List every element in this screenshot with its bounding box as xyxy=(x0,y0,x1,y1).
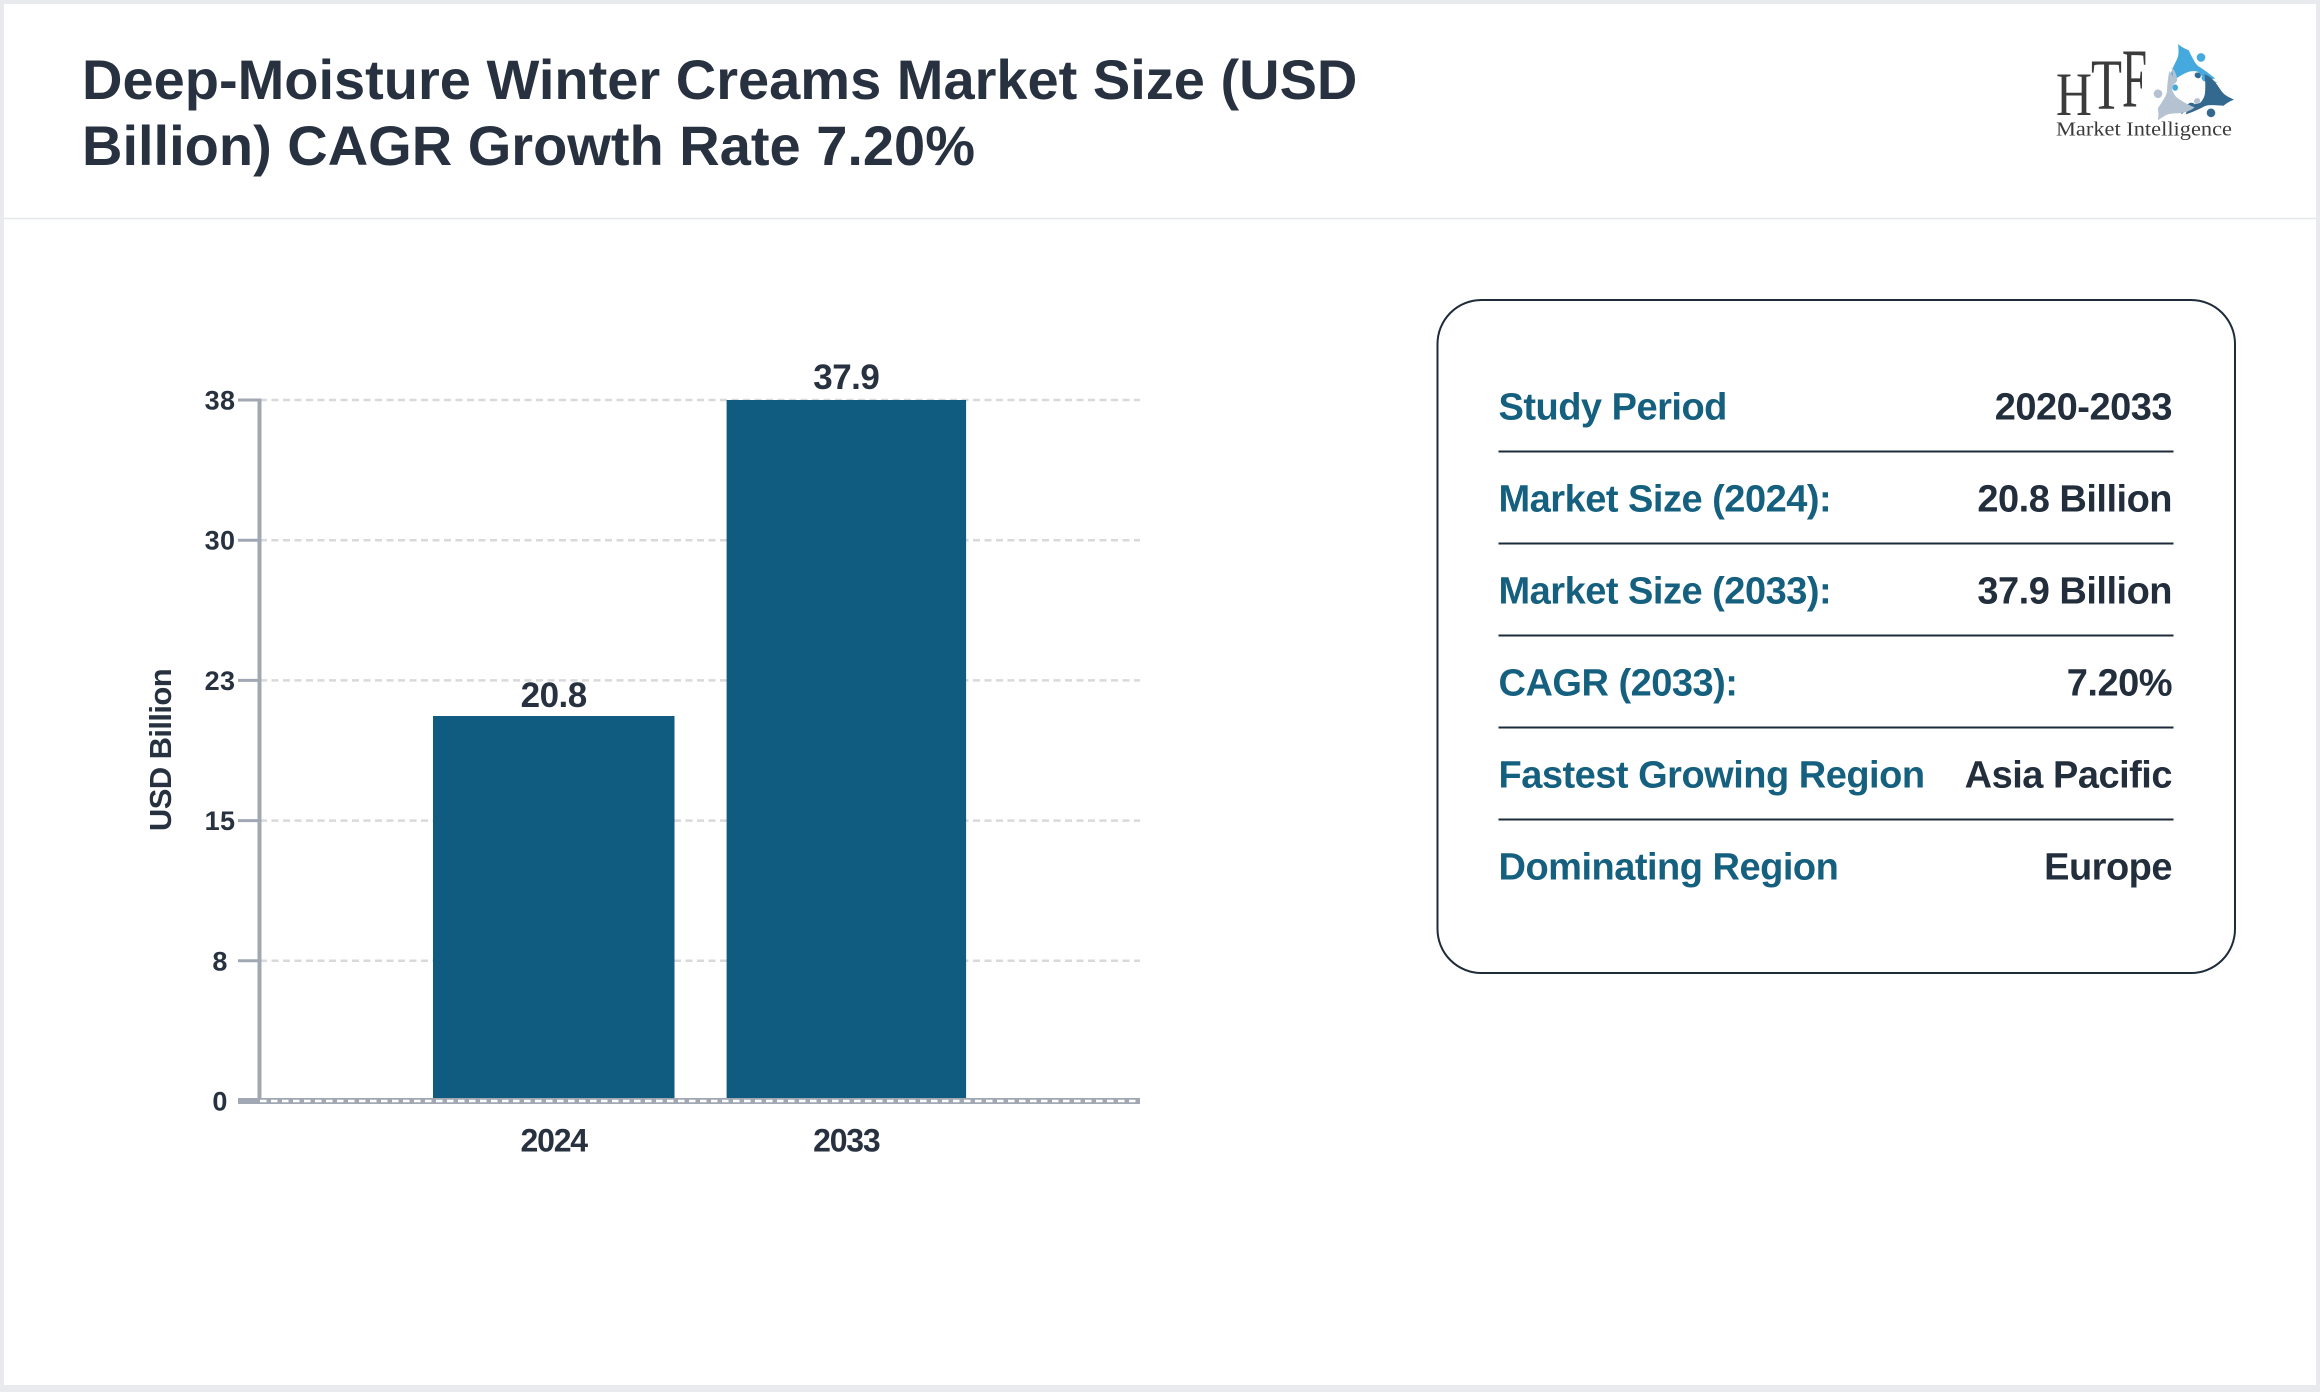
svg-text:20.8 Billion: 20.8 Billion xyxy=(1977,478,2172,520)
svg-text:7.20%: 7.20% xyxy=(2067,662,2172,704)
svg-text:Asia Pacific: Asia Pacific xyxy=(1965,754,2173,796)
svg-text:30: 30 xyxy=(205,526,236,556)
svg-text:Market Intelligence: Market Intelligence xyxy=(2056,119,2232,141)
svg-text:Fastest Growing Region: Fastest Growing Region xyxy=(1499,754,1925,796)
svg-text:H: H xyxy=(2056,62,2092,129)
svg-text:8: 8 xyxy=(212,946,227,976)
svg-text:38: 38 xyxy=(205,386,236,416)
svg-text:Deep-Moisture Winter Creams Ma: Deep-Moisture Winter Creams Market Size … xyxy=(82,48,1357,111)
svg-text:Study Period: Study Period xyxy=(1499,386,1727,428)
svg-text:37.9: 37.9 xyxy=(813,358,879,397)
svg-text:0: 0 xyxy=(212,1087,227,1117)
svg-text:15: 15 xyxy=(205,806,236,836)
svg-text:Market Size (2024):: Market Size (2024): xyxy=(1499,478,1832,520)
svg-text:2020-2033: 2020-2033 xyxy=(1995,386,2172,428)
svg-text:Market Size (2033):: Market Size (2033): xyxy=(1499,570,1832,612)
svg-text:Billion) CAGR Growth Rate 7.20: Billion) CAGR Growth Rate 7.20% xyxy=(82,114,975,177)
svg-text:Dominating Region: Dominating Region xyxy=(1499,846,1839,888)
svg-text:37.9 Billion: 37.9 Billion xyxy=(1977,570,2172,612)
svg-text:T: T xyxy=(2091,44,2122,124)
svg-text:2033: 2033 xyxy=(813,1123,880,1159)
svg-text:2024: 2024 xyxy=(521,1123,589,1159)
svg-text:F: F xyxy=(2122,32,2147,125)
svg-text:CAGR (2033):: CAGR (2033): xyxy=(1499,662,1738,704)
svg-text:23: 23 xyxy=(205,666,236,696)
svg-text:Europe: Europe xyxy=(2044,846,2172,888)
svg-text:USD Billion: USD Billion xyxy=(143,669,178,831)
svg-text:20.8: 20.8 xyxy=(521,676,587,715)
